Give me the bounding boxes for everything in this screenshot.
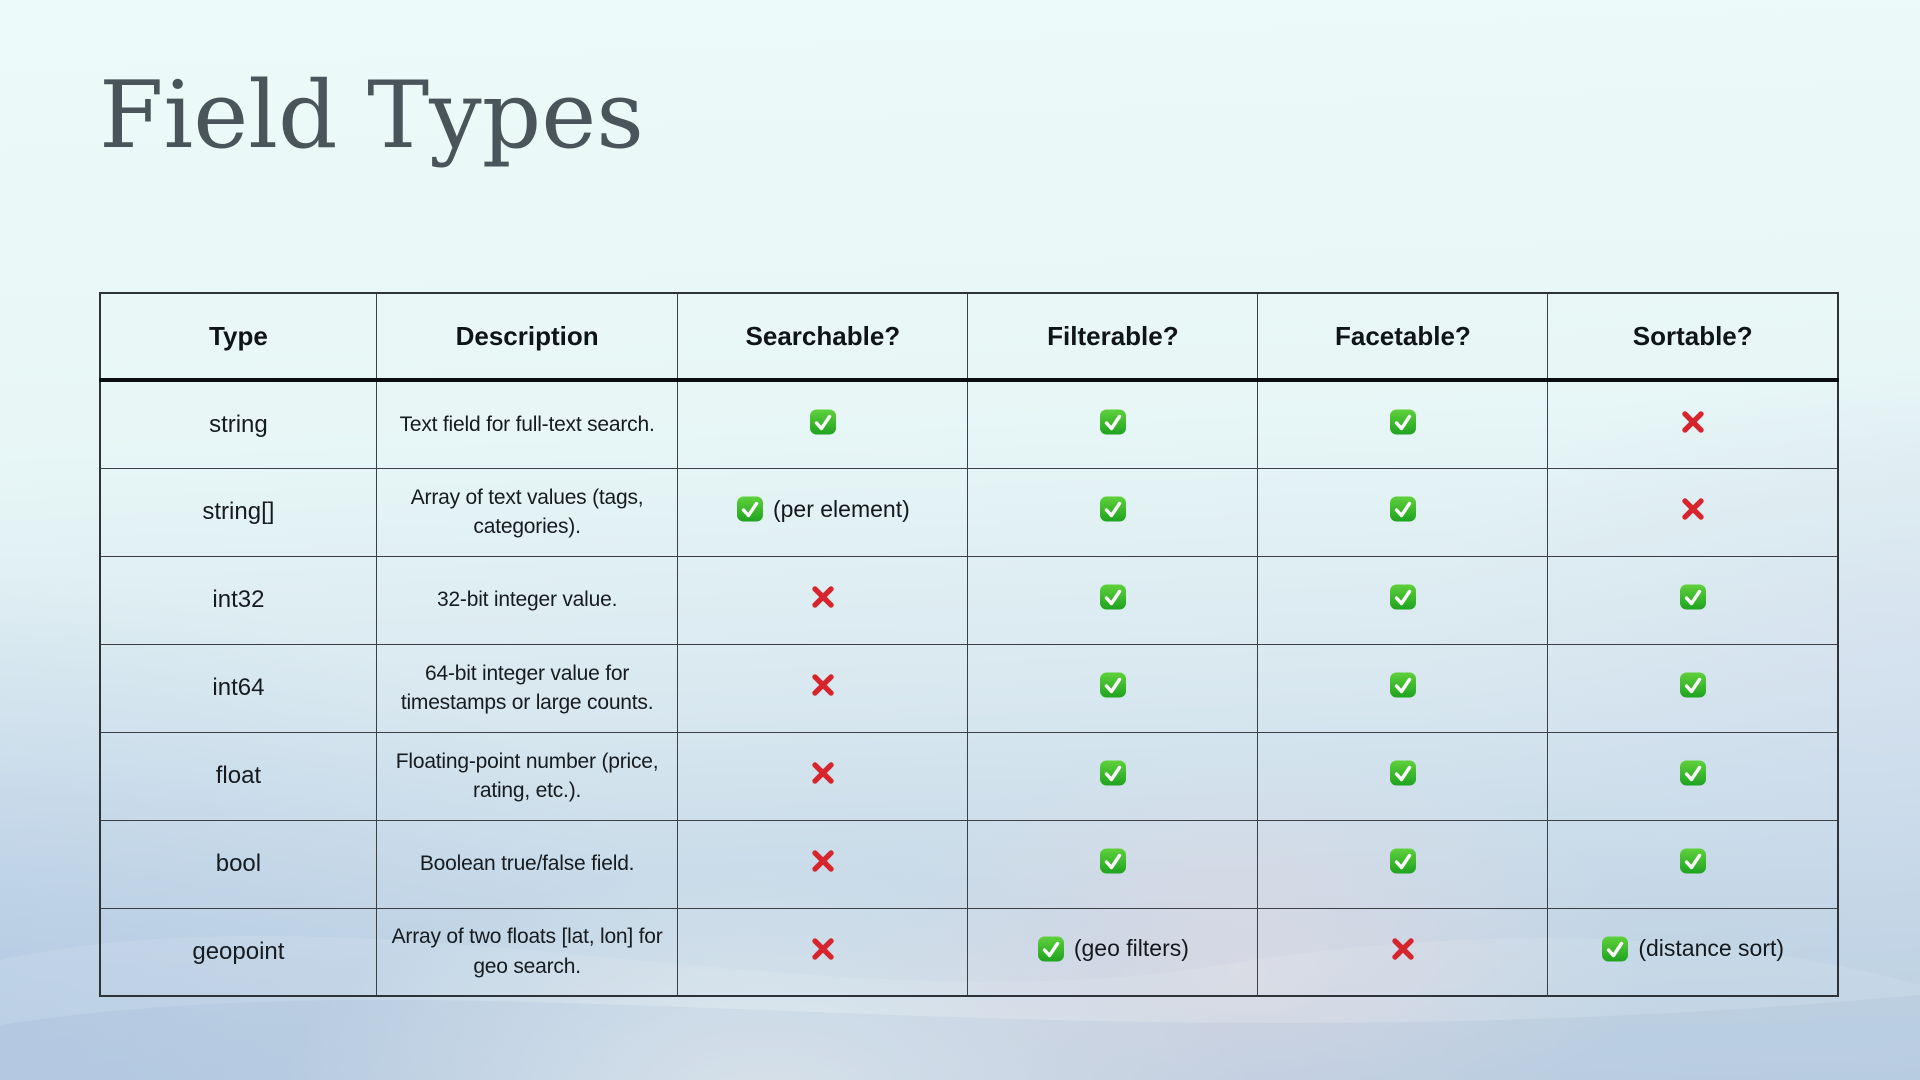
searchable-cell [677, 819, 969, 909]
searchable-cell [677, 731, 969, 821]
cross-icon [812, 762, 834, 784]
check-icon [1099, 672, 1126, 698]
type-cell: string[] [99, 467, 377, 557]
check-icon [1389, 496, 1416, 522]
facetable-cell [1257, 467, 1549, 557]
field-types-table: Type Description Searchable? Filterable?… [99, 292, 1839, 997]
check-icon [1389, 672, 1416, 698]
description-cell: 32-bit integer value. [375, 555, 679, 645]
check-icon [1679, 848, 1706, 874]
type-cell: geopoint [99, 907, 377, 997]
filterable-cell [967, 819, 1259, 909]
facetable-cell [1257, 379, 1549, 469]
table-row: float Floating-point number (price, ratin… [99, 731, 1839, 821]
check-icon [1389, 760, 1416, 786]
filterable-cell [967, 379, 1259, 469]
table-row: bool Boolean true/false field. [99, 819, 1839, 909]
description-cell: 64-bit integer value for timestamps or l… [375, 643, 679, 733]
cross-icon [812, 674, 834, 696]
facetable-cell [1257, 643, 1549, 733]
check-icon [1679, 672, 1706, 698]
cross-icon [812, 850, 834, 872]
mark-note: (distance sort) [1638, 935, 1785, 962]
cross-icon [1682, 498, 1704, 520]
type-cell: int32 [99, 555, 377, 645]
check-icon [1602, 936, 1629, 962]
column-header-searchable: Searchable? [677, 292, 969, 382]
sortable-cell [1547, 379, 1839, 469]
slide-title: Field Types [99, 61, 645, 169]
check-icon [1679, 584, 1706, 610]
searchable-cell [677, 907, 969, 997]
table-header-row: Type Description Searchable? Filterable?… [99, 292, 1839, 382]
check-icon [1679, 760, 1706, 786]
column-header-sortable: Sortable? [1547, 292, 1839, 382]
facetable-cell [1257, 907, 1549, 997]
searchable-cell [677, 643, 969, 733]
description-cell: Array of two floats [lat, lon] for geo s… [375, 907, 679, 997]
description-cell: Boolean true/false field. [375, 819, 679, 909]
description-cell: Array of text values (tags, categories). [375, 467, 679, 557]
type-cell: int64 [99, 643, 377, 733]
check-icon [1389, 409, 1416, 435]
filterable-cell [967, 555, 1259, 645]
description-cell: Text field for full-text search. [375, 379, 679, 469]
mark-note: (geo filters) [1073, 935, 1189, 962]
check-icon [1037, 936, 1064, 962]
field-types-table-body: string Text field for full-text search. st… [99, 379, 1839, 997]
check-icon [1099, 848, 1126, 874]
filterable-cell [967, 731, 1259, 821]
type-cell: bool [99, 819, 377, 909]
filterable-cell [967, 643, 1259, 733]
check-icon [1389, 584, 1416, 610]
column-header-facetable: Facetable? [1257, 292, 1549, 382]
sortable-cell: (distance sort) [1547, 907, 1839, 997]
type-cell: string [99, 379, 377, 469]
facetable-cell [1257, 555, 1549, 645]
searchable-cell [677, 555, 969, 645]
description-cell: Floating-point number (price, rating, et… [375, 731, 679, 821]
check-icon [1099, 584, 1126, 610]
searchable-cell: (per element) [677, 467, 969, 557]
check-icon [1099, 409, 1126, 435]
column-header-description: Description [375, 292, 679, 382]
table-row: int64 64-bit integer value for timestamps… [99, 643, 1839, 733]
sortable-cell [1547, 643, 1839, 733]
facetable-cell [1257, 819, 1549, 909]
check-icon [1099, 760, 1126, 786]
sortable-cell [1547, 467, 1839, 557]
table-row: int32 32-bit integer value. [99, 555, 1839, 645]
check-icon [1389, 848, 1416, 874]
table-row: string Text field for full-text search. [99, 379, 1839, 469]
filterable-cell: (geo filters) [967, 907, 1259, 997]
check-icon [1099, 496, 1126, 522]
sortable-cell [1547, 731, 1839, 821]
table-row: geopoint Array of two floats [lat, lon] f… [99, 907, 1839, 997]
type-cell: float [99, 731, 377, 821]
searchable-cell [677, 379, 969, 469]
filterable-cell [967, 467, 1259, 557]
cross-icon [812, 586, 834, 608]
sortable-cell [1547, 819, 1839, 909]
cross-icon [812, 938, 834, 960]
column-header-filterable: Filterable? [967, 292, 1259, 382]
cross-icon [1392, 938, 1414, 960]
column-header-type: Type [99, 292, 377, 382]
facetable-cell [1257, 731, 1549, 821]
sortable-cell [1547, 555, 1839, 645]
table-row: string[] Array of text values (tags, cate… [99, 467, 1839, 557]
check-icon [736, 496, 763, 522]
mark-note: (per element) [772, 495, 910, 522]
cross-icon [1682, 411, 1704, 433]
check-icon [809, 409, 836, 435]
